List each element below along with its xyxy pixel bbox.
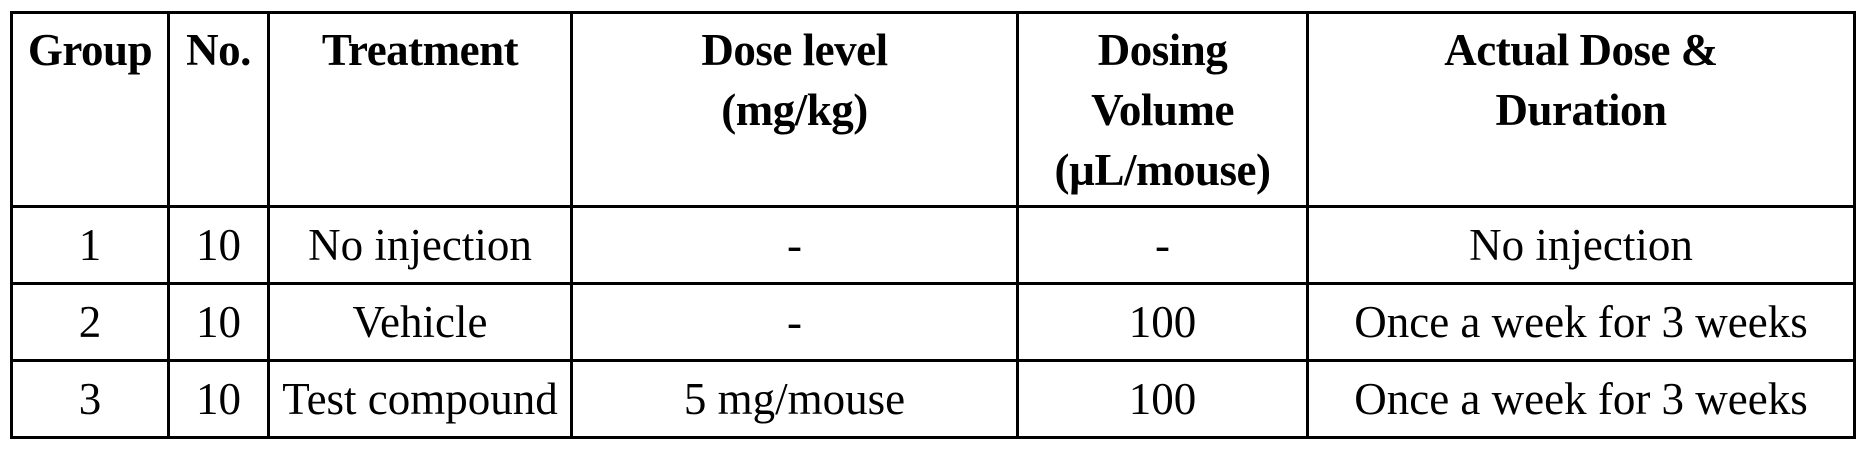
header-number-line-1: No. [186, 25, 251, 75]
header-row: Group No. Treatment Dose level (mg/kg) D… [10, 11, 1856, 208]
cell-treatment: No injection [267, 205, 573, 285]
cell-number: 10 [167, 282, 270, 362]
cell-dose-level: 5 mg/mouse [570, 359, 1019, 439]
table-row: 2 10 Vehicle - 100 Once a week for 3 wee… [10, 282, 1856, 362]
cell-number: 10 [167, 359, 270, 439]
cell-actual-dose-duration: Once a week for 3 weeks [1306, 282, 1856, 362]
header-treatment: Treatment [267, 11, 573, 208]
cell-treatment: Vehicle [267, 282, 573, 362]
header-group-line-1: Group [27, 25, 153, 75]
header-group: Group [10, 11, 170, 208]
cell-actual-dose-duration: Once a week for 3 weeks [1306, 359, 1856, 439]
header-dose-level: Dose level (mg/kg) [570, 11, 1019, 208]
header-dosing-volume-line-3: (µL/mouse) [1054, 145, 1271, 195]
cell-dosing-volume: 100 [1016, 359, 1309, 439]
cell-dose-level: - [570, 282, 1019, 362]
cell-treatment: Test compound [267, 359, 573, 439]
header-dosing-volume-line-1: Dosing [1097, 25, 1228, 75]
cell-actual-dose-duration: No injection [1306, 205, 1856, 285]
cell-group: 2 [10, 282, 170, 362]
header-treatment-line-1: Treatment [321, 25, 519, 75]
header-actual-dose-duration: Actual Dose & Duration [1306, 11, 1856, 208]
table-row: 1 10 No injection - - No injection [10, 205, 1856, 285]
cell-dose-level: - [570, 205, 1019, 285]
cell-group: 3 [10, 359, 170, 439]
cell-number: 10 [167, 205, 270, 285]
cell-dosing-volume: 100 [1016, 282, 1309, 362]
header-actual-dose-line-2: Duration [1495, 85, 1667, 135]
table-header: Group No. Treatment Dose level (mg/kg) D… [10, 11, 1856, 208]
header-dosing-volume-line-2: Volume [1091, 85, 1234, 135]
table-body: 1 10 No injection - - No injection 2 10 … [10, 205, 1856, 439]
header-number: No. [167, 11, 270, 208]
cell-group: 1 [10, 205, 170, 285]
header-actual-dose-line-1: Actual Dose & [1444, 25, 1718, 75]
table-row: 3 10 Test compound 5 mg/mouse 100 Once a… [10, 359, 1856, 439]
cell-dosing-volume: - [1016, 205, 1309, 285]
header-dosing-volume: Dosing Volume (µL/mouse) [1016, 11, 1309, 208]
study-design-table: Group No. Treatment Dose level (mg/kg) D… [10, 11, 1856, 439]
header-dose-level-line-1: Dose level [701, 25, 888, 75]
header-dose-level-line-2: (mg/kg) [721, 85, 868, 135]
